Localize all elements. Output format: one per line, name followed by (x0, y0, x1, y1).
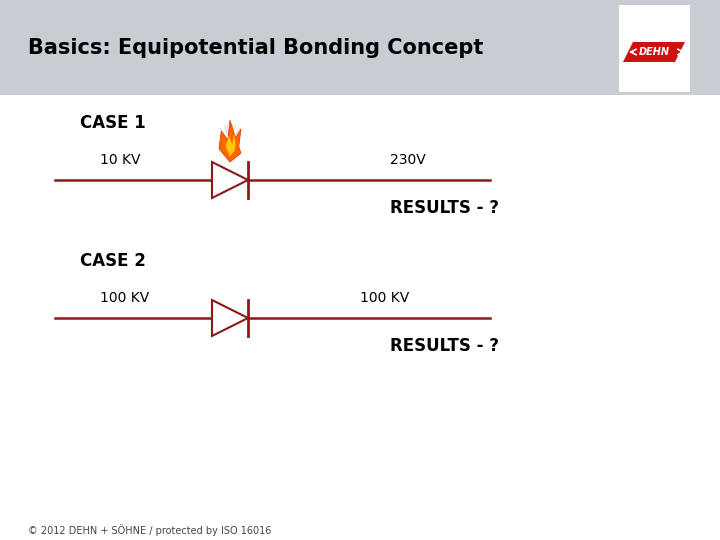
FancyBboxPatch shape (618, 4, 690, 92)
Polygon shape (225, 133, 235, 157)
Text: Basics: Equipotential Bonding Concept: Basics: Equipotential Bonding Concept (28, 37, 483, 57)
Text: DEHN: DEHN (639, 47, 670, 57)
Polygon shape (219, 120, 241, 162)
Bar (0, 0, 720, 95)
Text: RESULTS - ?: RESULTS - ? (390, 337, 499, 355)
Text: 10 KV: 10 KV (100, 153, 140, 167)
Text: 230V: 230V (390, 153, 426, 167)
Text: 100 KV: 100 KV (360, 291, 409, 305)
Text: CASE 2: CASE 2 (80, 252, 146, 270)
Polygon shape (623, 42, 685, 62)
Text: CASE 1: CASE 1 (80, 114, 145, 132)
Text: 100 KV: 100 KV (100, 291, 149, 305)
Text: © 2012 DEHN + SÖHNE / protected by ISO 16016: © 2012 DEHN + SÖHNE / protected by ISO 1… (28, 524, 271, 536)
Text: RESULTS - ?: RESULTS - ? (390, 199, 499, 217)
